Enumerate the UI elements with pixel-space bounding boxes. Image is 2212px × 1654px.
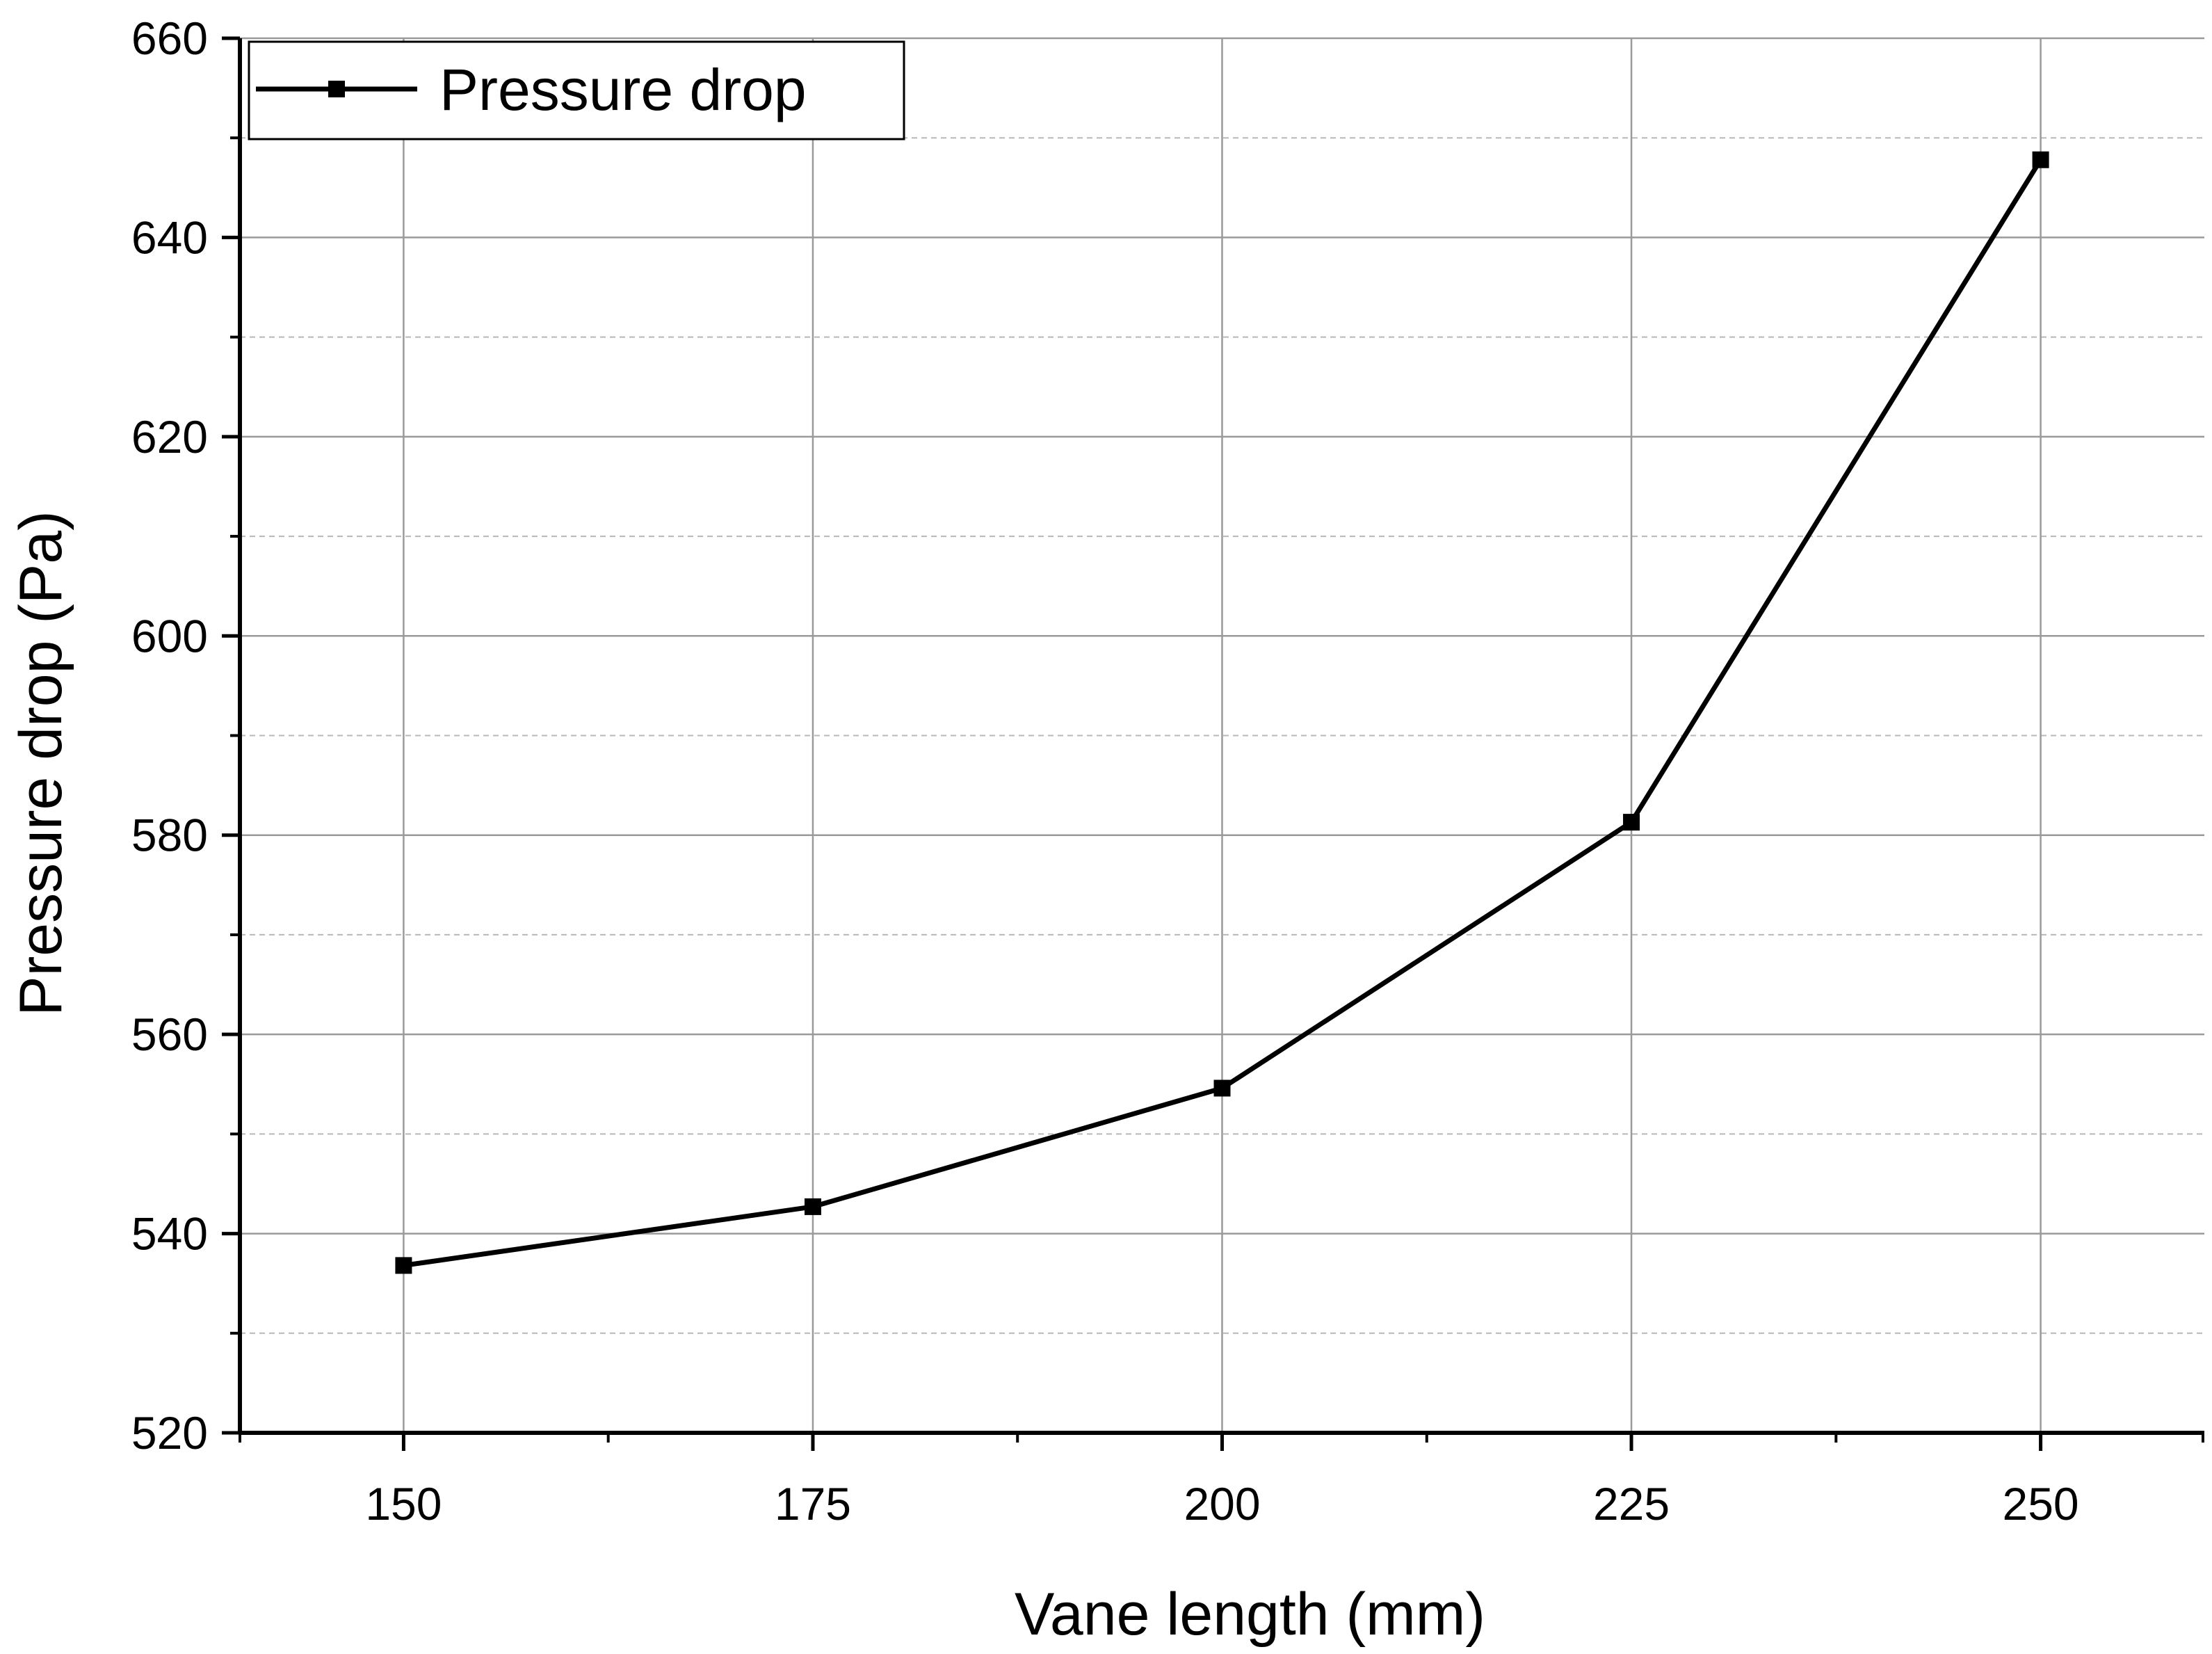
y-tick-label: 560 xyxy=(131,1009,208,1060)
legend-marker-square xyxy=(328,81,345,97)
data-point-marker xyxy=(395,1257,412,1274)
y-tick-label: 520 xyxy=(131,1407,208,1459)
legend: Pressure drop xyxy=(248,40,905,140)
data-point-marker xyxy=(804,1198,821,1215)
tick-labels: 520 540 560 580 600 620 640 660 150 175 200 225 250 xyxy=(131,13,2079,1529)
x-tick-label: 200 xyxy=(1184,1478,1260,1529)
data-point-marker xyxy=(1213,1079,1231,1097)
x-tick-label: 150 xyxy=(365,1478,442,1529)
y-tick-label: 540 xyxy=(131,1208,208,1260)
y-tick-label: 660 xyxy=(131,13,208,64)
data-series xyxy=(395,151,2049,1274)
tick-marks xyxy=(222,36,2204,1451)
y-axis-title: Pressure drop (Pa) xyxy=(8,511,74,1016)
x-tick-label: 250 xyxy=(2003,1478,2079,1529)
y-tick-label: 580 xyxy=(131,810,208,861)
legend-label: Pressure drop xyxy=(439,57,807,122)
data-point-marker xyxy=(2032,151,2049,168)
x-tick-label: 175 xyxy=(775,1478,851,1529)
y-tick-label: 600 xyxy=(131,610,208,661)
x-tick-label: 225 xyxy=(1593,1478,1670,1529)
x-axis-title: Vane length (mm) xyxy=(1015,1581,1485,1648)
y-tick-label: 620 xyxy=(131,411,208,463)
data-point-marker xyxy=(1623,814,1640,831)
y-tick-label: 640 xyxy=(131,211,208,263)
